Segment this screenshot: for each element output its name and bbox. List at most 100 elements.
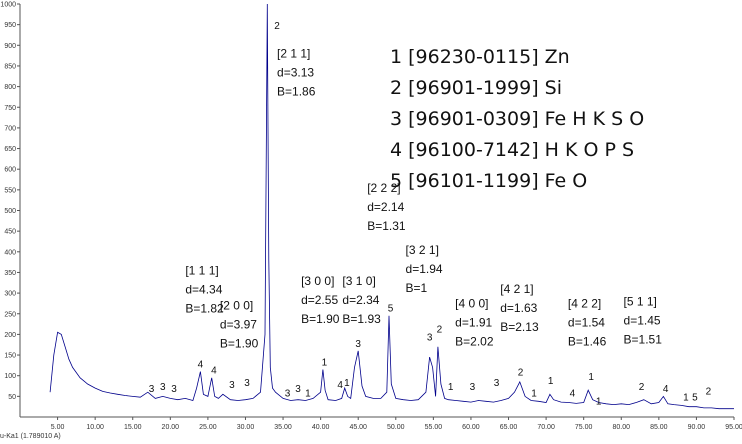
y-tick-label: 100 bbox=[4, 373, 16, 380]
annotation-line: B=1 bbox=[406, 281, 428, 295]
x-tick-label: 70.00 bbox=[537, 424, 555, 431]
annotation-line: [5 1 1] bbox=[624, 294, 657, 308]
hkl-annotation: [2 1 1] d=3.13 B=1.86 bbox=[277, 47, 316, 99]
peak-label: 3 bbox=[494, 378, 500, 389]
annotation-line: d=4.34 bbox=[185, 283, 222, 297]
peak-label: 3 bbox=[427, 333, 433, 344]
annotation-line: d=1.45 bbox=[624, 313, 661, 327]
annotation-line: B=1.46 bbox=[568, 335, 607, 349]
x-tick-label: 95.00 bbox=[725, 424, 742, 431]
x-tick-label: 75.00 bbox=[575, 424, 593, 431]
y-tick-label: 1000 bbox=[0, 2, 16, 9]
x-tick-label: 90.00 bbox=[688, 424, 706, 431]
peak-label: 5 bbox=[388, 304, 394, 315]
x-tick-label: 10.00 bbox=[86, 424, 104, 431]
peak-label: 1 bbox=[305, 388, 311, 399]
y-tick-label: 400 bbox=[4, 249, 16, 256]
peak-label: 4 bbox=[337, 380, 343, 391]
y-tick-label: 50 bbox=[8, 394, 16, 401]
annotation-line: [3 0 0] bbox=[301, 274, 334, 288]
annotation-line: B=1.90 bbox=[301, 312, 340, 326]
annotation-line: [4 2 2] bbox=[568, 297, 601, 311]
peak-label: 4 bbox=[198, 359, 204, 370]
y-tick-label: 450 bbox=[4, 229, 16, 236]
annotation-line: d=1.54 bbox=[568, 316, 605, 330]
hkl-annotation: [4 2 1] d=1.63 B=2.13 bbox=[500, 282, 539, 334]
peak-label: 2 bbox=[639, 382, 645, 393]
y-tick-label: 800 bbox=[4, 84, 16, 91]
y-tick-label: 550 bbox=[4, 187, 16, 194]
peak-label: 3 bbox=[160, 382, 166, 393]
legend-entry: 4 [96100-7142] H K O P S bbox=[390, 139, 634, 161]
peak-label: 2 bbox=[437, 324, 443, 335]
peak-label: 1 bbox=[531, 388, 537, 399]
annotation-line: d=2.34 bbox=[342, 293, 379, 307]
peak-label: 1 bbox=[448, 382, 454, 393]
annotation-line: B=1.93 bbox=[342, 312, 381, 326]
peak-label: 1 bbox=[322, 357, 328, 368]
legend-entry: 2 [96901-1999] Si bbox=[390, 77, 562, 99]
annotation-line: [3 1 0] bbox=[342, 274, 375, 288]
x-tick-label: 5.00 bbox=[51, 424, 65, 431]
annotation-line: d=2.55 bbox=[301, 293, 338, 307]
x-tick-label: 45.00 bbox=[349, 424, 367, 431]
annotation-line: B=2.02 bbox=[455, 335, 494, 349]
annotation-line: B=1.86 bbox=[277, 85, 316, 99]
annotation-line: [3 2 1] bbox=[406, 243, 439, 257]
x-tick-label: 65.00 bbox=[500, 424, 518, 431]
y-tick-label: 600 bbox=[4, 167, 16, 174]
legend-entry: 3 [96901-0309] Fe H K S O bbox=[390, 108, 644, 130]
x-tick-label: 50.00 bbox=[387, 424, 405, 431]
hkl-annotation: [2 0 0] d=3.97 B=1.90 bbox=[220, 299, 259, 351]
x-tick-label: 80.00 bbox=[612, 424, 630, 431]
annotation-line: B=2.13 bbox=[500, 320, 539, 334]
y-tick-label: 500 bbox=[4, 208, 16, 215]
annotation-line: d=3.97 bbox=[220, 318, 257, 332]
x-axis-ticks: 5.00 10.00 15.00 20.00 25.00 30.00 35.00 40.00 4… bbox=[51, 417, 742, 431]
x-tick-label: 20.00 bbox=[162, 424, 180, 431]
annotation-line: d=1.91 bbox=[455, 316, 492, 330]
annotation-line: [2 1 1] bbox=[277, 47, 310, 61]
annotation-line: B=1.31 bbox=[367, 219, 406, 233]
y-tick-label: 650 bbox=[4, 146, 16, 153]
hkl-annotation: [3 2 1] d=1.94 B=1 bbox=[406, 243, 443, 295]
annotation-line: B=1.90 bbox=[220, 337, 259, 351]
x-tick-label: 30.00 bbox=[237, 424, 255, 431]
peak-label: 1 bbox=[588, 372, 594, 383]
peak-label: 4 bbox=[211, 366, 217, 377]
annotation-line: d=2.14 bbox=[367, 200, 404, 214]
hkl-annotation: [3 1 0] d=2.34 B=1.93 bbox=[342, 274, 381, 326]
hkl-annotation: [4 0 0] d=1.91 B=2.02 bbox=[455, 297, 494, 349]
hkl-annotations: [1 1 1]d=4.34B=1.82[2 0 0]d=3.97B=1.90[2… bbox=[185, 47, 662, 351]
peak-label: 1 bbox=[548, 376, 554, 387]
peak-label: 1 bbox=[596, 397, 602, 408]
peak-label: 3 bbox=[149, 384, 155, 395]
annotation-line: [1 1 1] bbox=[185, 264, 218, 278]
peak-label: 4 bbox=[663, 384, 669, 395]
y-tick-label: 750 bbox=[4, 105, 16, 112]
hkl-annotation: [5 1 1] d=1.45 B=1.51 bbox=[624, 294, 663, 346]
x-axis-label: u-Ka1 (1.789010 A) bbox=[0, 433, 61, 440]
x-tick-label: 40.00 bbox=[312, 424, 330, 431]
y-axis-ticks: 50 100 150 200 250 300 350 400 450 500 550 600 650 70… bbox=[0, 2, 20, 401]
hkl-annotation: [2 2 2] d=2.14 B=1.31 bbox=[367, 181, 406, 233]
annotation-line: d=3.13 bbox=[277, 66, 314, 80]
y-tick-label: 700 bbox=[4, 125, 16, 132]
peak-label: 1 bbox=[683, 392, 689, 403]
x-tick-label: 35.00 bbox=[274, 424, 292, 431]
y-tick-label: 950 bbox=[4, 22, 16, 29]
peak-label: 3 bbox=[229, 380, 235, 391]
y-tick-label: 350 bbox=[4, 270, 16, 277]
peak-label: 3 bbox=[355, 339, 361, 350]
hkl-annotation: [3 0 0] d=2.55 B=1.90 bbox=[301, 274, 340, 326]
peak-label: 4 bbox=[570, 388, 576, 399]
annotation-line: d=1.94 bbox=[406, 262, 443, 276]
peak-label: 1 bbox=[344, 378, 350, 389]
annotation-line: d=1.63 bbox=[500, 301, 537, 315]
y-tick-label: 900 bbox=[4, 43, 16, 50]
y-tick-label: 150 bbox=[4, 353, 16, 360]
annotation-line: [4 0 0] bbox=[455, 297, 488, 311]
y-tick-label: 300 bbox=[4, 291, 16, 298]
